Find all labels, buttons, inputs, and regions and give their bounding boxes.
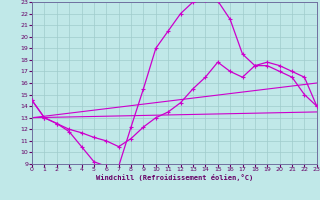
X-axis label: Windchill (Refroidissement éolien,°C): Windchill (Refroidissement éolien,°C) (96, 174, 253, 181)
